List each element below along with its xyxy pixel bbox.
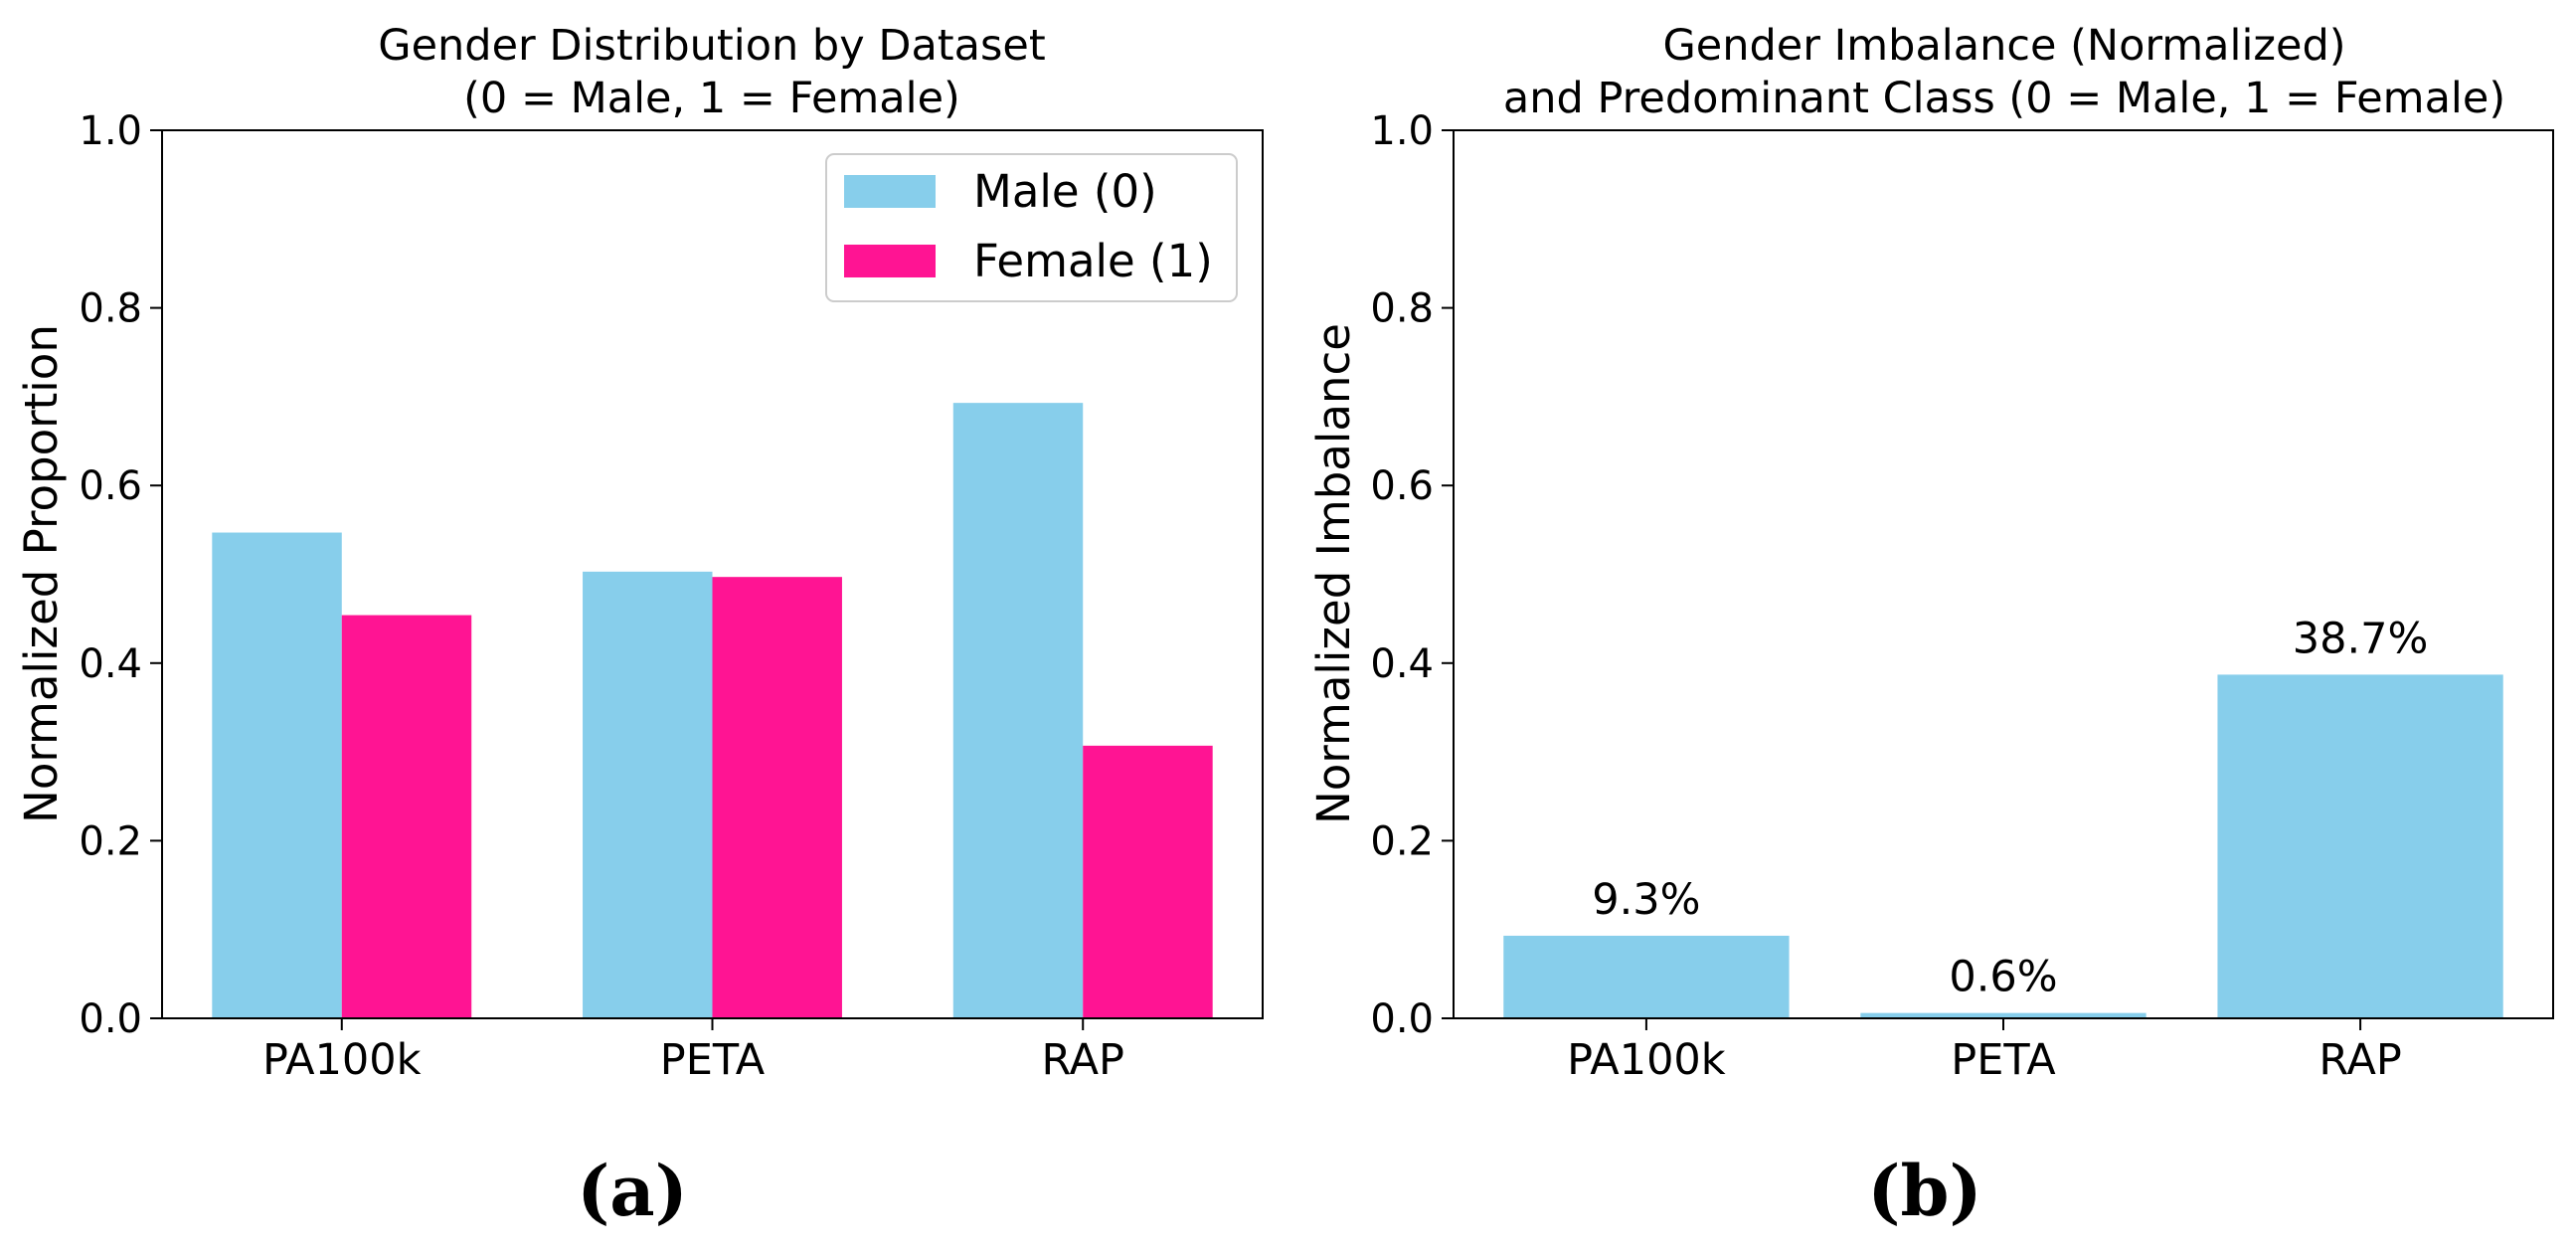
chart-a-caption: (a) (577, 1150, 688, 1232)
chart-a-ytick-label: 0.8 (79, 286, 142, 332)
bar-value-label-pa100k: 9.3% (1592, 875, 1700, 925)
chart-a-legend: Male (0) Female (1) (825, 153, 1238, 302)
chart-a-title: Gender Distribution by Dataset (378, 21, 1045, 71)
chart-b-xtick-label: PETA (1951, 1035, 2056, 1085)
chart-b-ytick-label: 0.2 (1370, 818, 1434, 864)
bar-pa100k-male (212, 532, 342, 1018)
chart-gender-imbalance: Gender Imbalance (Normalized) and Predom… (1307, 21, 2554, 1232)
chart-a-xtick-label: PETA (660, 1035, 766, 1085)
chart-a-ytick-label: 1.0 (79, 108, 142, 154)
chart-a-ytick-label: 0.2 (79, 818, 142, 864)
bar-imbalance-rap (2217, 674, 2503, 1018)
bar-peta-female (712, 577, 842, 1018)
bar-rap-female (1083, 745, 1213, 1018)
bar-peta-male (583, 571, 713, 1018)
legend-label-female: Female (1) (973, 235, 1213, 287)
chart-b-ytick-label: 0.6 (1370, 463, 1434, 509)
chart-a-ytick-label: 0.6 (79, 463, 142, 509)
chart-a-y-axis: 0.0 0.2 0.4 0.6 0.8 1.0 (79, 108, 162, 1042)
chart-b-ytick-label: 1.0 (1370, 108, 1434, 154)
chart-b-ytick-label: 0.8 (1370, 286, 1434, 332)
chart-a-subtitle: (0 = Male, 1 = Female) (463, 74, 960, 123)
bar-value-label-peta: 0.6% (1949, 953, 2057, 1002)
chart-b-y-label: Normalized Imbalance (1307, 323, 1360, 824)
chart-b-y-axis: 0.0 0.2 0.4 0.6 0.8 1.0 (1370, 108, 1454, 1042)
chart-b-xtick-label: PA100k (1567, 1035, 1726, 1085)
legend-swatch-male (844, 175, 936, 208)
chart-a-y-label: Normalized Proportion (15, 324, 68, 823)
bar-pa100k-female (341, 615, 472, 1018)
legend-swatch-female (844, 245, 936, 277)
chart-a-bars (212, 403, 1213, 1018)
chart-b-ytick-label: 0.4 (1370, 641, 1434, 687)
chart-b-subtitle: and Predominant Class (0 = Male, 1 = Fem… (1503, 74, 2505, 123)
chart-a-xtick-label: RAP (1041, 1035, 1123, 1085)
bar-value-label-rap: 38.7% (2293, 614, 2429, 663)
chart-gender-distribution: Gender Distribution by Dataset (0 = Male… (15, 21, 1264, 1232)
chart-b-ytick-label: 0.0 (1370, 996, 1434, 1042)
chart-b-xtick-label: RAP (2318, 1035, 2401, 1085)
bar-imbalance-peta (1860, 1012, 2147, 1018)
bar-rap-male (952, 403, 1084, 1018)
chart-b-title: Gender Imbalance (Normalized) (1662, 21, 2345, 71)
chart-a-x-axis: PA100k PETA RAP (262, 1018, 1124, 1085)
chart-b-bars: 9.3% 0.6% 38.7% (1503, 614, 2503, 1018)
chart-a-ytick-label: 0.4 (79, 641, 142, 687)
chart-b-caption: (b) (1867, 1150, 1981, 1232)
legend-label-male: Male (0) (973, 165, 1157, 218)
chart-a-ytick-label: 0.0 (79, 996, 142, 1042)
bar-imbalance-pa100k (1503, 935, 1790, 1018)
chart-a-xtick-label: PA100k (262, 1035, 422, 1085)
chart-b-x-axis: PA100k PETA RAP (1567, 1018, 2402, 1085)
